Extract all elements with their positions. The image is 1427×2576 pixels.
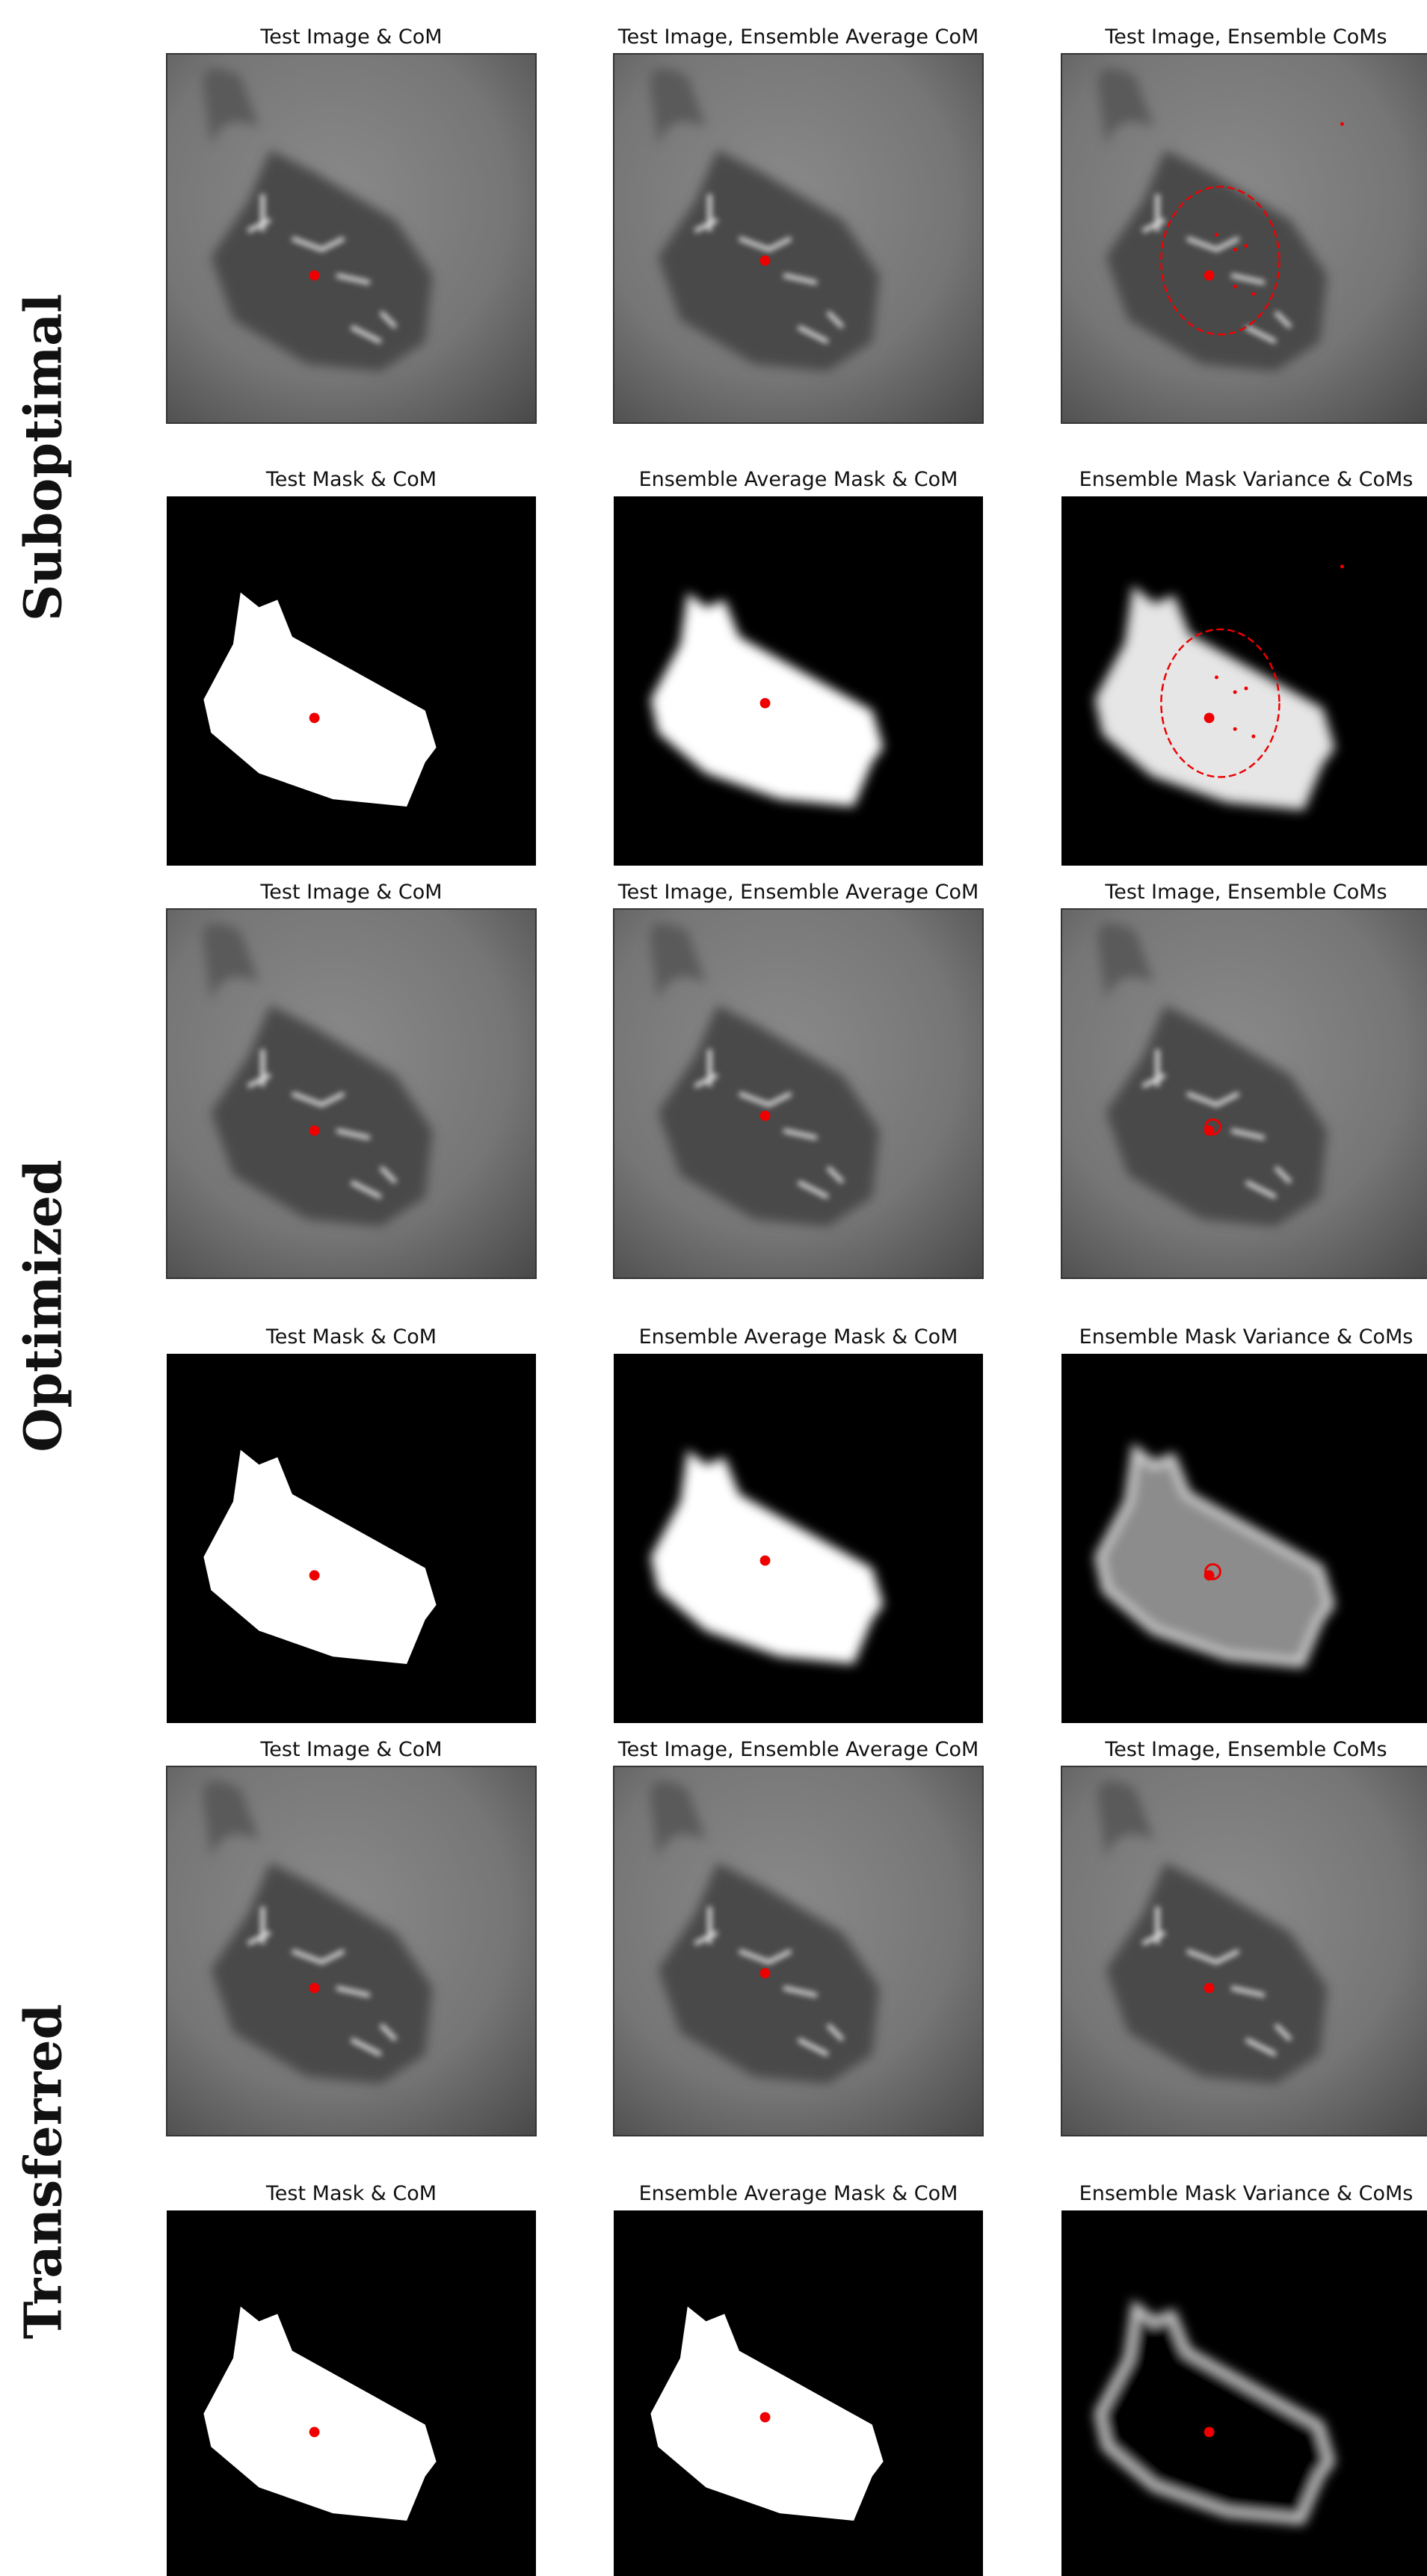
panel-image xyxy=(614,1766,983,2136)
com-dot xyxy=(309,2426,320,2437)
panel-title: Test Mask & CoM xyxy=(265,468,437,491)
ensemble-com xyxy=(1233,727,1237,731)
ensemble-com xyxy=(1215,676,1218,680)
com-dot xyxy=(309,1570,320,1580)
com-dot xyxy=(1204,2426,1215,2437)
panel-image xyxy=(1061,1766,1427,2136)
panel-title: Test Image, Ensemble CoMs xyxy=(1104,881,1387,904)
panel-image xyxy=(614,496,983,866)
com-dot xyxy=(1204,1982,1215,1993)
panel-title: Ensemble Mask Variance & CoMs xyxy=(1079,468,1414,491)
group-label: Optimized xyxy=(14,1159,74,1452)
com-dot xyxy=(1204,712,1215,723)
com-dot xyxy=(309,1982,320,1993)
panel-title: Ensemble Average Mask & CoM xyxy=(639,2182,958,2205)
com-dot xyxy=(309,1125,320,1136)
com-dot xyxy=(309,712,320,723)
com-dot xyxy=(760,698,771,709)
panel-title: Test Image & CoM xyxy=(259,25,442,49)
ensemble-com xyxy=(1215,233,1218,237)
panel-title: Test Image & CoM xyxy=(259,1738,442,1761)
panel-image xyxy=(167,1766,536,2136)
panel-image xyxy=(167,1354,536,1723)
panel-image xyxy=(1061,2210,1427,2576)
panel-image xyxy=(1061,496,1427,866)
panel-image xyxy=(1061,1354,1427,1723)
com-dot xyxy=(760,1556,771,1566)
panel-image xyxy=(614,2210,983,2576)
com-dot xyxy=(309,270,320,280)
page: Suboptimal Test Image & CoM Test Image, En… xyxy=(0,0,1427,2576)
figure: Suboptimal Test Image & CoM Test Image, En… xyxy=(0,0,1427,2576)
panel-title: Test Image, Ensemble CoMs xyxy=(1104,1738,1387,1761)
group-label: Transferred xyxy=(14,2004,74,2339)
panel-image xyxy=(167,496,536,866)
panel-title: Test Image, Ensemble Average CoM xyxy=(617,881,979,904)
panel-title: Ensemble Average Mask & CoM xyxy=(639,468,958,491)
panel-title: Ensemble Mask Variance & CoMs xyxy=(1079,1325,1414,1349)
panel-title: Test Image, Ensemble Average CoM xyxy=(617,25,979,49)
panel-title: Test Image, Ensemble Average CoM xyxy=(617,1738,979,1761)
panel-image xyxy=(1061,54,1427,423)
com-dot xyxy=(760,2412,771,2423)
panel-image xyxy=(614,54,983,423)
panel-image xyxy=(167,909,536,1278)
panel-image xyxy=(167,54,536,423)
ensemble-com xyxy=(1340,122,1344,126)
com-dot xyxy=(760,1968,771,1979)
panel-image xyxy=(1061,909,1427,1278)
ensemble-com xyxy=(1233,690,1237,694)
com-dot xyxy=(1204,270,1215,280)
panel-title: Ensemble Mask Variance & CoMs xyxy=(1079,2182,1414,2205)
panel-title: Test Image, Ensemble CoMs xyxy=(1104,25,1387,49)
panel-title: Test Image & CoM xyxy=(259,881,442,904)
com-dot xyxy=(760,256,771,266)
panel-image xyxy=(167,2210,536,2576)
panel-title: Test Mask & CoM xyxy=(265,1325,437,1349)
ensemble-com xyxy=(1245,686,1248,690)
panel-title: Test Mask & CoM xyxy=(265,2182,437,2205)
ensemble-com xyxy=(1251,735,1255,739)
com-dot xyxy=(760,1111,771,1121)
panel-image xyxy=(614,909,983,1278)
ensemble-com xyxy=(1251,292,1255,296)
ensemble-com xyxy=(1233,285,1237,289)
ensemble-com xyxy=(1233,247,1237,251)
panel-title: Ensemble Average Mask & CoM xyxy=(639,1325,958,1349)
panel-image xyxy=(614,1354,983,1723)
group-label: Suboptimal xyxy=(14,294,74,621)
ensemble-com xyxy=(1340,564,1344,568)
ensemble-com xyxy=(1245,244,1248,247)
